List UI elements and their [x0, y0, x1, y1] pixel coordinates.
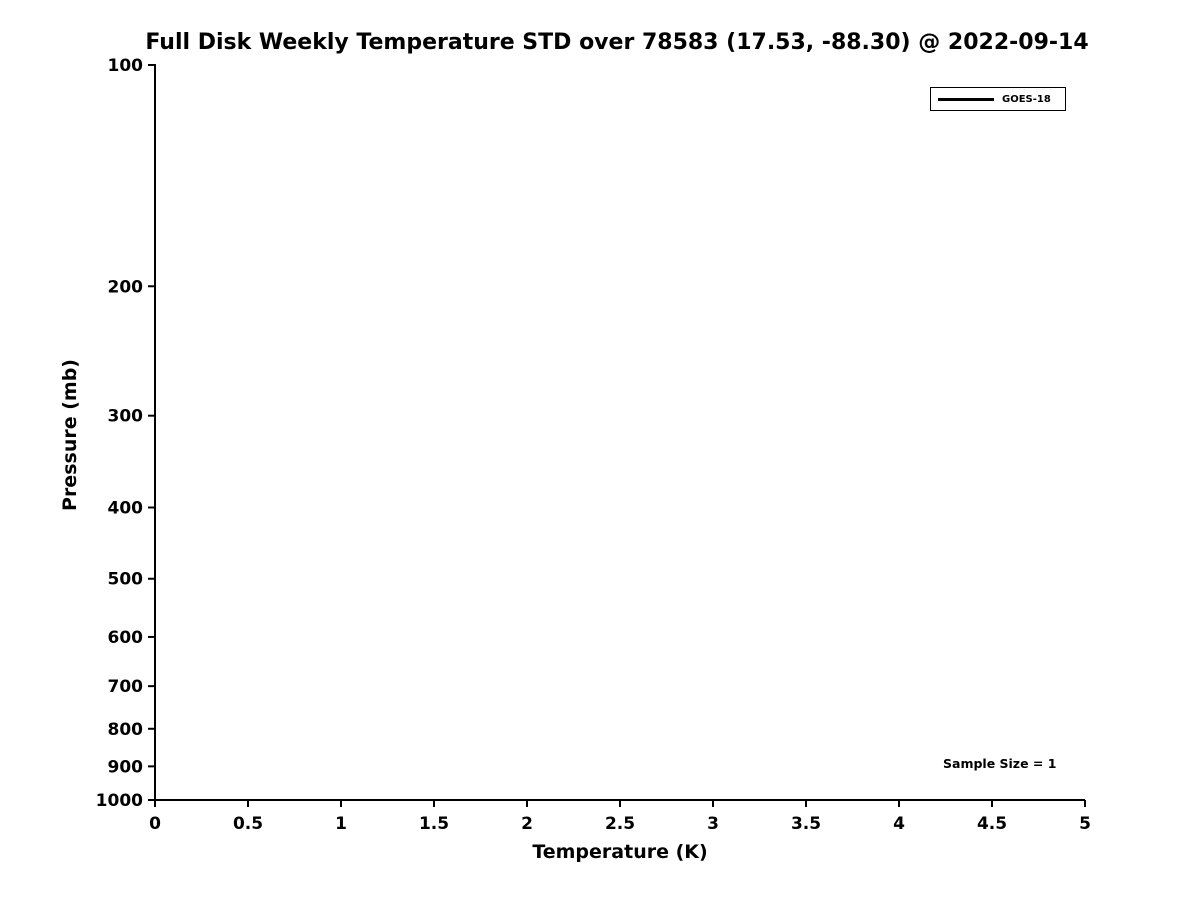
svg-text:600: 600: [108, 628, 144, 648]
chart-title: Full Disk Weekly Temperature STD over 78…: [145, 30, 1089, 55]
svg-text:100: 100: [108, 56, 144, 76]
svg-text:2: 2: [521, 814, 533, 834]
x-axis-label: Temperature (K): [532, 841, 708, 863]
svg-text:0: 0: [149, 814, 161, 834]
svg-text:3.5: 3.5: [791, 814, 821, 834]
legend-line-sample-goes-18: [938, 97, 994, 101]
svg-text:400: 400: [108, 499, 144, 519]
svg-text:500: 500: [108, 570, 144, 590]
svg-text:2.5: 2.5: [605, 814, 635, 834]
svg-text:800: 800: [108, 720, 144, 740]
svg-text:3: 3: [707, 814, 719, 834]
svg-text:1000: 1000: [96, 791, 143, 811]
legend-entry-label: GOES-18: [1002, 93, 1051, 105]
legend: GOES-18: [930, 87, 1066, 111]
svg-text:0.5: 0.5: [233, 814, 263, 834]
svg-text:1: 1: [335, 814, 347, 834]
svg-text:4.5: 4.5: [977, 814, 1007, 834]
sample-size-annotation: Sample Size = 1: [943, 756, 1057, 771]
svg-text:4: 4: [893, 814, 905, 834]
svg-text:900: 900: [108, 757, 144, 777]
svg-text:700: 700: [108, 677, 144, 697]
svg-text:200: 200: [108, 277, 144, 297]
svg-text:300: 300: [108, 407, 144, 427]
svg-text:1.5: 1.5: [419, 814, 449, 834]
svg-text:5: 5: [1079, 814, 1091, 834]
